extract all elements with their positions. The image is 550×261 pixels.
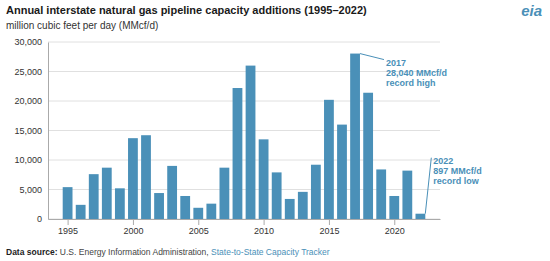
x-tick-label: 2015: [319, 226, 339, 236]
bar: [206, 204, 216, 219]
annotation-line: 2022: [433, 156, 453, 166]
grid-line: [48, 42, 440, 43]
bar: [76, 205, 86, 219]
annotation-line: 2017: [386, 58, 406, 68]
bar: [311, 165, 321, 219]
y-tick-label: 25,000: [14, 67, 42, 77]
bar: [350, 54, 360, 219]
bars: [63, 54, 426, 219]
bar: [128, 138, 138, 219]
bar: [363, 93, 373, 219]
bar: [167, 166, 177, 219]
bar: [89, 174, 99, 219]
grid-line: [48, 101, 440, 102]
x-tick: 2000: [123, 219, 143, 236]
y-tick: 25,000: [14, 67, 48, 77]
x-tick-mark: [264, 219, 265, 225]
annotation-line: record low: [433, 176, 480, 186]
bar: [389, 196, 399, 219]
x-tick: 2015: [319, 219, 339, 236]
y-tick-label: 20,000: [14, 96, 42, 106]
bar: [115, 188, 125, 219]
x-tick: 2005: [189, 219, 209, 236]
x-tick: 2010: [254, 219, 274, 236]
plot: 0 5,000 10,000 15,000 20,000 25,000 30,000 1995…: [14, 37, 481, 236]
bar: [246, 66, 256, 219]
y-tick: 5,000: [19, 185, 48, 195]
grid: [48, 42, 440, 219]
y-tick-label: 30,000: [14, 37, 42, 47]
x-tick-mark: [329, 219, 330, 225]
annotation-connector: [425, 158, 431, 214]
annotation-line: record high: [386, 78, 436, 88]
bar: [180, 196, 190, 219]
y-axis: 0 5,000 10,000 15,000 20,000 25,000 30,000: [14, 37, 48, 224]
annotation-line: 28,040 MMcf/d: [386, 68, 447, 78]
source-part: Data source:: [6, 247, 60, 257]
chart: Annual interstate natural gas pipeline c…: [0, 0, 550, 261]
y-tick: 10,000: [14, 155, 48, 165]
bar: [154, 193, 164, 219]
source-part: State-to-State Capacity Tracker: [211, 247, 330, 257]
bar: [416, 214, 426, 219]
grid-line: [48, 160, 440, 161]
logo: eia: [521, 2, 542, 19]
x-tick-mark: [394, 219, 395, 225]
annotation: 201728,040 MMcf/drecord high: [386, 58, 447, 88]
y-tick-label: 0: [37, 214, 42, 224]
y-tick-label: 5,000: [19, 185, 42, 195]
y-tick: 0: [37, 214, 48, 224]
x-tick-mark: [133, 219, 134, 225]
x-tick-label: 2000: [123, 226, 143, 236]
annotation-connector: [360, 54, 384, 60]
bar: [402, 171, 412, 219]
title: Annual interstate natural gas pipeline c…: [6, 4, 367, 16]
bar: [337, 125, 347, 219]
y-axis-line: [48, 43, 49, 220]
x-axis-line: [49, 219, 441, 220]
grid-line: [48, 130, 440, 131]
subtitle: million cubic feet per day (MMcf/d): [6, 20, 158, 31]
x-tick-label: 2010: [254, 226, 274, 236]
source: Data source: U.S. Energy Information Adm…: [6, 247, 330, 257]
x-tick-label: 2020: [385, 226, 405, 236]
bar: [233, 88, 243, 219]
bar: [376, 169, 386, 219]
bar: [220, 168, 230, 219]
x-tick-label: 1995: [58, 226, 78, 236]
x-axis: 1995 2000 2005 2010 2015 2020: [49, 219, 441, 236]
annotations: 201728,040 MMcf/drecord high 2022897 MMcf…: [360, 54, 482, 214]
y-tick-label: 15,000: [14, 126, 42, 136]
x-tick-mark: [198, 219, 199, 225]
source-part: U.S. Energy Information Administration,: [60, 247, 211, 257]
annotation: 2022897 MMcf/drecord low: [433, 156, 482, 186]
annotation-line: 897 MMcf/d: [433, 166, 482, 176]
x-tick: 1995: [58, 219, 78, 236]
bar: [272, 172, 282, 219]
bar: [324, 100, 334, 219]
y-tick: 20,000: [14, 96, 48, 106]
bar: [193, 208, 203, 219]
x-tick: 2020: [385, 219, 405, 236]
bar: [63, 187, 73, 219]
bar: [141, 135, 151, 219]
grid-line: [48, 71, 440, 72]
y-tick: 15,000: [14, 126, 48, 136]
bar: [298, 192, 308, 219]
bar: [102, 168, 112, 219]
y-tick-label: 10,000: [14, 155, 42, 165]
x-tick-mark: [68, 219, 69, 225]
bar: [285, 199, 295, 219]
x-tick-label: 2005: [189, 226, 209, 236]
bar: [259, 139, 269, 219]
y-tick: 30,000: [14, 37, 48, 47]
